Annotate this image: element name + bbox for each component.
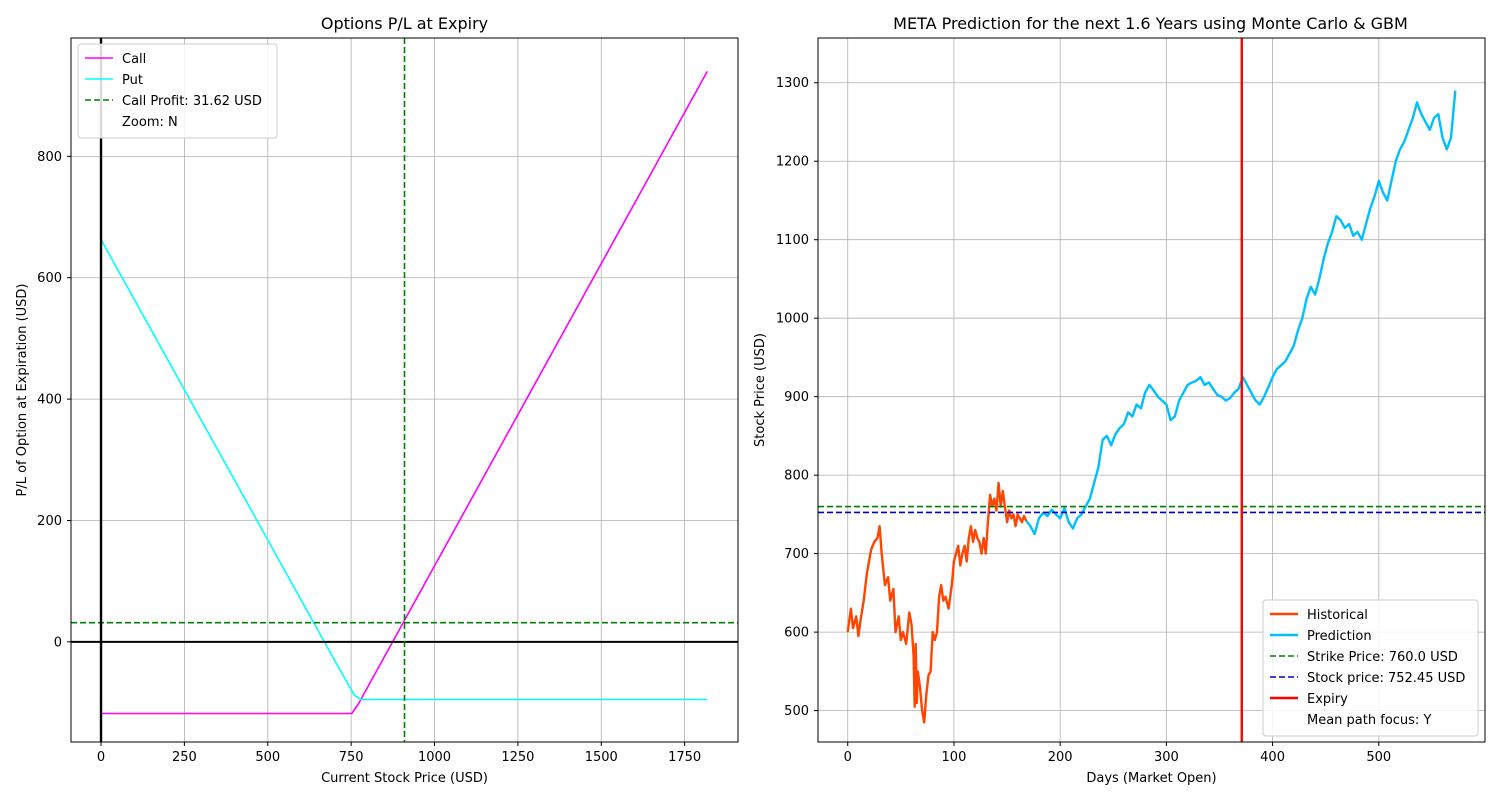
left-plot-area: [71, 38, 738, 742]
right-plot-area: [818, 38, 1485, 742]
legend-label: Strike Price: 760.0 USD: [1307, 650, 1458, 665]
x-tick-label: 1500: [585, 750, 618, 765]
right-y-axis-label: Stock Price (USD): [753, 333, 768, 447]
right-legend: Historical Prediction Strike Price: 760.0 …: [1262, 599, 1479, 737]
y-tick-label: 700: [784, 547, 809, 562]
left-y-axis-label: P/L of Option at Expiration (USD): [15, 283, 30, 496]
y-tick-label: 900: [784, 390, 809, 405]
y-tick-label: 200: [37, 514, 62, 529]
y-tick-label: 1100: [776, 233, 809, 248]
left-legend: Call Put Call Profit: 31.62 USD Zoom: N: [77, 43, 278, 139]
legend-label: Mean path focus: Y: [1307, 713, 1431, 728]
legend-box: [1262, 599, 1479, 737]
x-tick-label: 0: [844, 750, 852, 765]
y-tick-label: 0: [54, 635, 62, 650]
y-tick-label: 500: [784, 704, 809, 719]
right-series-group: [818, 38, 1485, 742]
meta-prediction-chart: META Prediction for the next 1.6 Years u…: [753, 14, 1486, 786]
options-pl-chart: Options P/L at Expiry 0 250 500 750 1000 1250…: [15, 14, 739, 786]
x-tick-label: 200: [1048, 750, 1073, 765]
legend-label: Expiry: [1307, 692, 1348, 707]
series-line-call: [101, 71, 709, 715]
y-tick-label: 800: [37, 150, 62, 165]
legend-label: Put: [122, 73, 143, 88]
right-ticks: 0 100 200 300 400 500 500 600 700 800 900 1000 1100 1…: [776, 76, 1391, 765]
x-tick-label: 250: [172, 750, 197, 765]
x-tick-label: 0: [97, 750, 105, 765]
y-tick-label: 400: [37, 393, 62, 408]
y-tick-label: 600: [784, 626, 809, 641]
right-chart-title: META Prediction for the next 1.6 Years u…: [893, 14, 1408, 33]
y-tick-label: 600: [37, 271, 62, 286]
x-tick-label: 400: [1260, 750, 1285, 765]
x-tick-label: 750: [339, 750, 364, 765]
right-x-axis-label: Days (Market Open): [1086, 771, 1216, 786]
y-tick-label: 1000: [776, 312, 809, 327]
right-axes-frame: [817, 37, 1486, 743]
x-tick-label: 1250: [501, 750, 534, 765]
legend-label: Historical: [1307, 608, 1368, 623]
x-tick-label: 1000: [418, 750, 451, 765]
left-ticks: 0 250 500 750 1000 1250 1500 1750 0 200 400 600 800: [37, 150, 701, 765]
x-tick-label: 1750: [668, 750, 701, 765]
x-tick-label: 500: [1366, 750, 1391, 765]
legend-box: [77, 43, 278, 139]
legend-label: Call Profit: 31.62 USD: [122, 94, 262, 109]
left-x-axis-label: Current Stock Price (USD): [321, 771, 488, 786]
left-axes-frame: [70, 37, 739, 743]
legend-label: Prediction: [1307, 629, 1372, 644]
left-series-group: [71, 38, 738, 742]
left-chart-title: Options P/L at Expiry: [321, 14, 488, 33]
y-tick-label: 800: [784, 469, 809, 484]
y-tick-label: 1300: [776, 76, 809, 91]
legend-label: Call: [122, 52, 146, 67]
x-tick-label: 500: [255, 750, 280, 765]
series-line-put: [100, 239, 708, 701]
y-tick-label: 1200: [776, 155, 809, 170]
x-tick-label: 100: [942, 750, 967, 765]
legend-label: Stock price: 752.45 USD: [1307, 671, 1465, 686]
x-tick-label: 300: [1154, 750, 1179, 765]
series-line-historical: [846, 481, 1028, 724]
legend-label: Zoom: N: [122, 115, 178, 130]
